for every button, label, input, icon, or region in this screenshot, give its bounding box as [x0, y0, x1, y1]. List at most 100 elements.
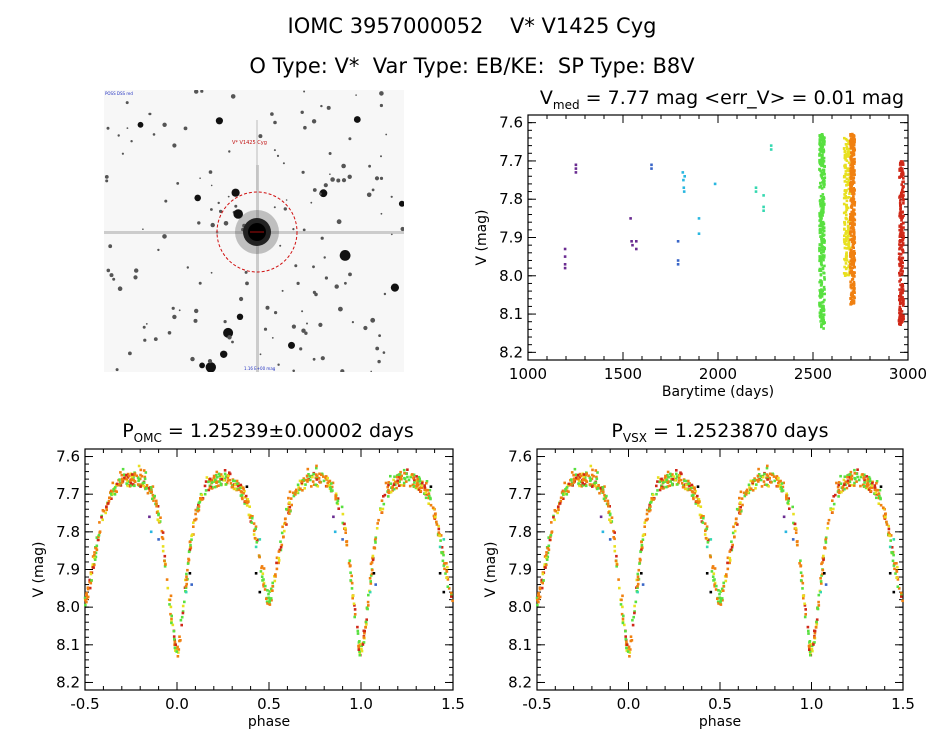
data-point: [584, 484, 588, 488]
data-point: [818, 231, 822, 235]
data-point: [702, 515, 705, 518]
data-point: [662, 481, 665, 484]
sky-star: [223, 221, 229, 226]
data-point: [627, 645, 631, 649]
data-point: [728, 561, 731, 565]
data-point: [851, 214, 854, 217]
data-point: [406, 475, 409, 479]
data-point: [820, 248, 824, 251]
data-point: [846, 481, 850, 485]
data-point: [813, 632, 817, 635]
data-point: [603, 499, 607, 502]
data-point: [140, 483, 143, 487]
data-point: [865, 475, 869, 478]
data-point: [166, 586, 170, 590]
data-point: [228, 472, 232, 476]
data-point: [847, 228, 850, 231]
data-point: [887, 527, 891, 531]
data-point: [881, 506, 885, 509]
data-point: [720, 587, 724, 591]
data-point: [849, 302, 852, 306]
sky-star: [375, 346, 380, 351]
data-point: [570, 481, 574, 484]
data-point: [853, 138, 856, 141]
data-point: [847, 153, 850, 157]
data-point: [852, 187, 855, 190]
data-point: [885, 520, 888, 524]
data-point: [787, 499, 790, 503]
data-point: [794, 531, 798, 534]
data-point: [267, 596, 271, 600]
data-point: [843, 475, 847, 478]
data-point: [309, 478, 312, 482]
data-point: [536, 598, 539, 602]
data-point: [853, 148, 856, 152]
data-point: [715, 584, 718, 588]
data-point: [755, 478, 758, 482]
data-point: [846, 206, 850, 210]
data-point: [853, 218, 857, 222]
data-point: [262, 578, 265, 581]
data-point: [749, 479, 753, 483]
data-point: [843, 246, 847, 250]
data-point: [762, 480, 766, 483]
data-point: [842, 147, 846, 150]
data-point: [822, 271, 825, 275]
data-point: [184, 590, 188, 594]
sky-star: [172, 143, 177, 148]
data-point: [86, 595, 90, 599]
data-point: [650, 167, 653, 170]
data-point: [267, 592, 270, 596]
y-tick-label: 7.9: [56, 561, 80, 579]
data-point: [898, 311, 901, 314]
data-point: [543, 566, 547, 569]
data-point: [900, 219, 903, 222]
data-point: [97, 535, 100, 538]
data-point: [822, 285, 826, 289]
data-point: [898, 256, 901, 259]
data-point: [724, 579, 728, 583]
data-point: [756, 474, 760, 478]
data-point: [849, 222, 853, 225]
data-point: [844, 143, 848, 146]
data-point: [899, 243, 902, 247]
data-point: [823, 241, 826, 244]
data-point: [281, 525, 284, 529]
data-point: [709, 590, 713, 594]
data-point: [298, 479, 302, 483]
data-point: [358, 643, 362, 646]
data-point: [745, 488, 749, 492]
data-point: [852, 260, 856, 264]
data-point: [677, 476, 681, 479]
data-point: [898, 288, 901, 291]
data-point: [671, 473, 674, 476]
data-point: [148, 515, 151, 519]
data-point: [757, 473, 761, 476]
data-point: [84, 603, 87, 607]
data-point: [372, 572, 376, 575]
data-point: [556, 511, 559, 515]
data-point: [108, 496, 112, 499]
data-point: [374, 541, 377, 544]
data-point: [322, 475, 325, 478]
data-point: [537, 593, 540, 597]
data-point: [716, 597, 719, 600]
data-point: [563, 492, 566, 496]
data-point: [820, 263, 823, 267]
data-point: [192, 521, 195, 524]
data-point: [850, 474, 854, 478]
data-point: [358, 640, 361, 643]
data-point: [304, 483, 307, 486]
data-point: [612, 529, 615, 533]
data-point: [268, 603, 272, 606]
data-point: [692, 496, 695, 499]
data-point: [821, 568, 825, 572]
sky-star: [310, 201, 313, 204]
data-point: [898, 264, 901, 267]
y-tick-label: 8.0: [508, 598, 532, 616]
data-point: [591, 468, 594, 472]
data-point: [681, 171, 685, 174]
data-point: [357, 648, 361, 651]
data-point: [353, 615, 356, 619]
data-point: [157, 513, 160, 517]
